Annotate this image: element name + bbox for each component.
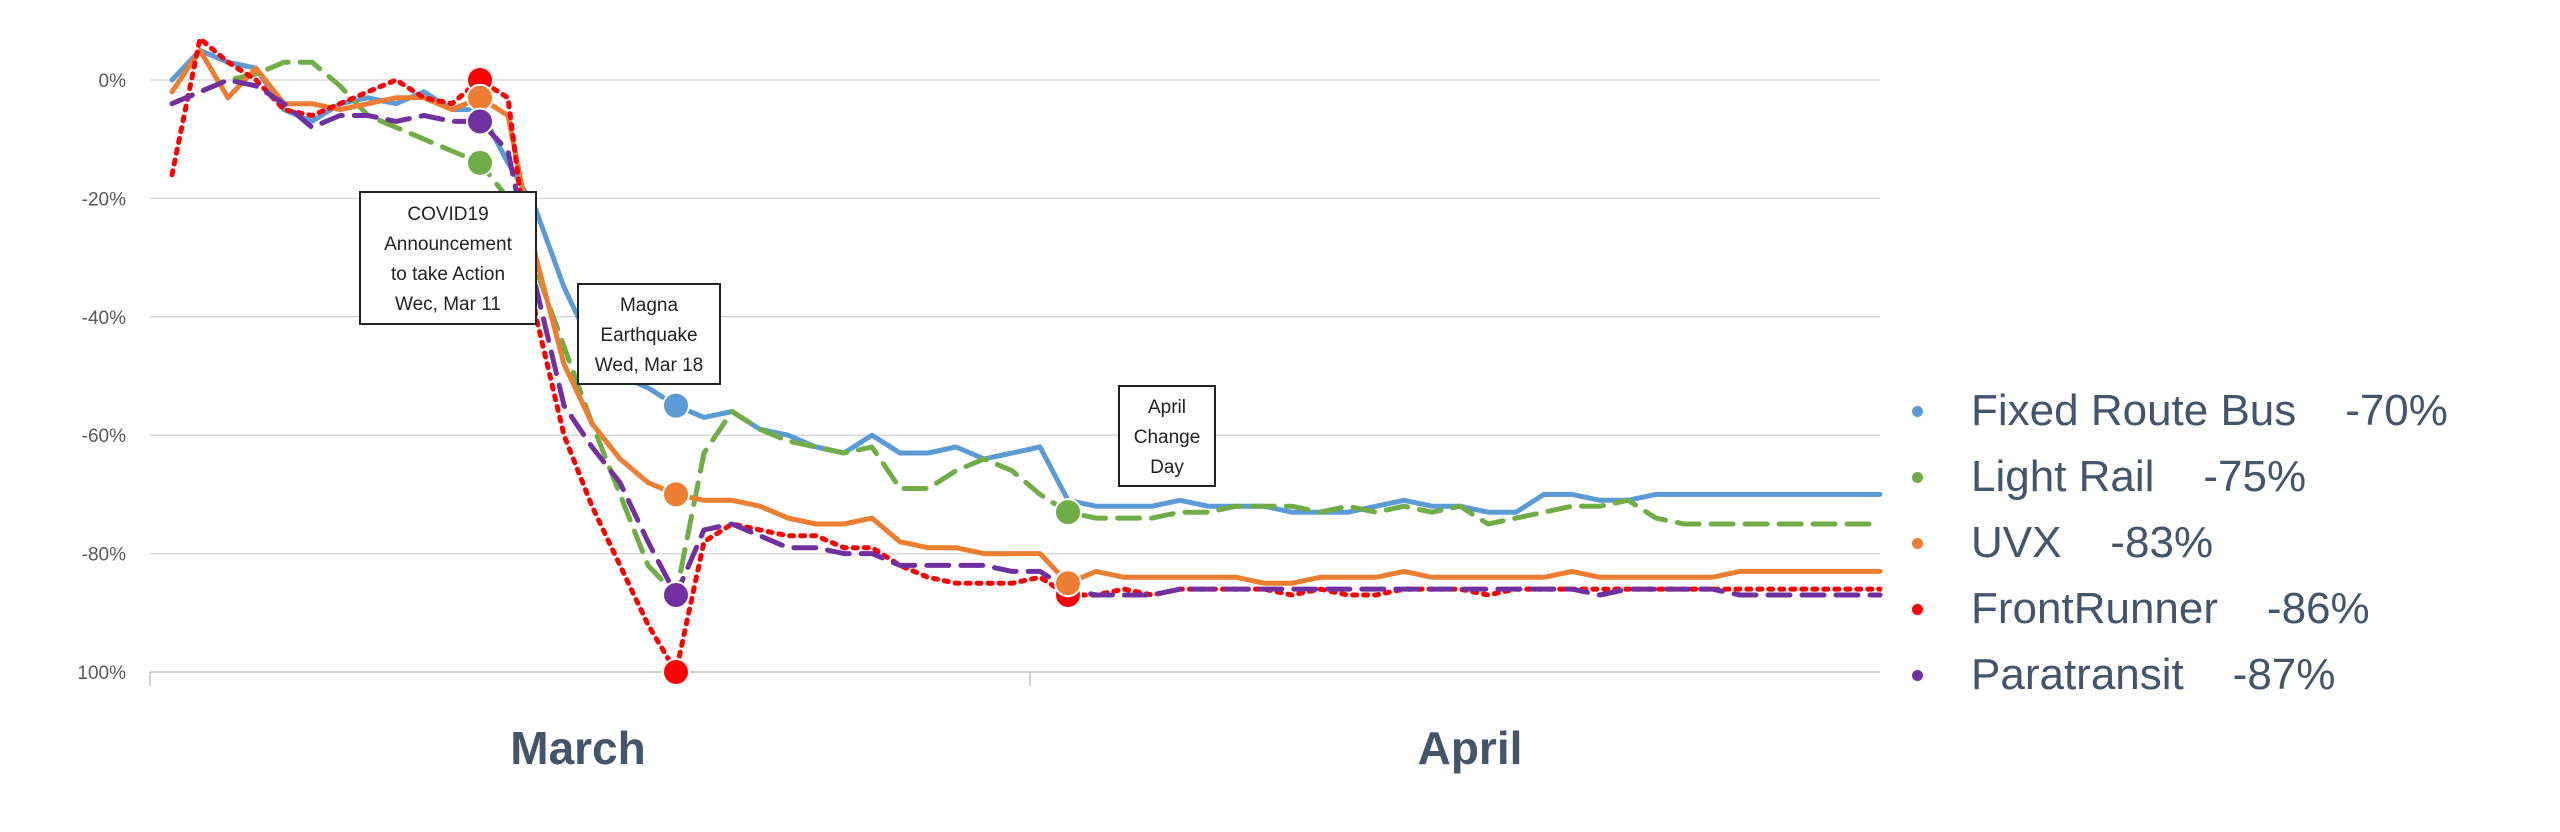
annotation-text: COVID19 xyxy=(407,204,488,225)
event-marker xyxy=(1054,498,1082,527)
legend-spacer xyxy=(2218,584,2267,634)
legend-entry: UVX -83% xyxy=(1900,510,2560,576)
legend-entry: Paratransit -87% xyxy=(1900,642,2560,708)
legend-bullet-icon xyxy=(1912,603,1923,615)
legend-series-change: -87% xyxy=(2232,650,2336,699)
chart-legend: Fixed Route Bus -70% Light Rail -75% UVX -… xyxy=(1900,378,2560,708)
annotation-text: Magna xyxy=(620,295,679,316)
event-marker xyxy=(662,658,690,686)
legend-series-change: -83% xyxy=(2110,518,2214,567)
event-marker xyxy=(1054,569,1082,598)
annotation-frame xyxy=(577,283,721,385)
event-marker xyxy=(662,480,690,509)
annotation-box: April Change Day xyxy=(1118,385,1216,487)
event-marker xyxy=(466,83,494,112)
legend-entry: Fixed Route Bus -70% xyxy=(1900,378,2560,444)
event-annotations: COVID19 Announcement to take Action Wec, Ma… xyxy=(359,191,1216,487)
y-tick-label: -40% xyxy=(82,308,126,329)
series-line-light-rail xyxy=(169,59,1883,598)
legend-bullet-icon xyxy=(1912,669,1923,681)
y-tick-label: -60% xyxy=(82,426,126,447)
month-label: April xyxy=(1418,722,1523,774)
annotation-text: Wed, Mar 18 xyxy=(595,355,703,376)
legend-bullet-icon xyxy=(1912,471,1923,483)
y-axis-ticks: 0% -20% -40% -60% -80% 100% xyxy=(77,71,126,684)
event-markers xyxy=(466,66,1082,686)
y-tick-label: 100% xyxy=(77,663,126,684)
annotation-text: Earthquake xyxy=(600,325,697,346)
legend-series-change: -75% xyxy=(2203,452,2307,501)
legend-bullet-icon xyxy=(1912,537,1923,549)
annotation-text: to take Action xyxy=(391,264,505,285)
series-line-uvx xyxy=(169,47,1883,586)
legend-bullet-icon xyxy=(1912,405,1923,417)
series-line-paratransit xyxy=(169,77,1883,598)
annotation-text: Day xyxy=(1150,457,1184,478)
annotation-text: April xyxy=(1148,397,1186,418)
annotation-box: Magna Earthquake Wed, Mar 18 xyxy=(577,283,721,385)
legend-spacer xyxy=(2154,452,2203,502)
legend-series-name: Light Rail xyxy=(1971,452,2155,501)
event-marker xyxy=(466,107,494,136)
legend-spacer xyxy=(2184,650,2233,700)
event-marker xyxy=(662,581,690,610)
annotation-text: Announcement xyxy=(384,234,513,255)
annotation-box: COVID19 Announcement to take Action Wec, Ma… xyxy=(359,191,537,325)
month-labels: March April xyxy=(510,722,1522,774)
x-axis xyxy=(149,672,1031,686)
legend-series-change: -70% xyxy=(2345,386,2448,435)
annotation-frame xyxy=(1118,385,1216,487)
y-tick-label: 0% xyxy=(99,71,127,92)
series-lines xyxy=(169,36,1883,675)
legend-series-name: Paratransit xyxy=(1971,650,2184,699)
annotation-text: Wec, Mar 11 xyxy=(395,294,501,315)
legend-spacer xyxy=(2296,386,2345,436)
y-tick-label: -80% xyxy=(82,545,126,566)
legend-series-name: UVX xyxy=(1971,518,2062,567)
annotation-frame xyxy=(359,191,537,325)
event-marker xyxy=(662,391,690,420)
legend-entry: Light Rail -75% xyxy=(1900,444,2560,510)
annotation-text: Change xyxy=(1134,427,1201,448)
legend-series-name: FrontRunner xyxy=(1971,584,2219,633)
legend-entry: FrontRunner -86% xyxy=(1900,576,2560,642)
event-marker xyxy=(466,148,494,177)
month-label: March xyxy=(510,722,645,774)
legend-series-change: -86% xyxy=(2266,584,2370,633)
ridership-chart: 0% -20% -40% -60% -80% 100% COVID19 Announceme… xyxy=(77,36,1883,774)
legend-series-name: Fixed Route Bus xyxy=(1971,386,2297,435)
y-tick-label: -20% xyxy=(82,189,126,210)
series-line-frontrunner xyxy=(169,36,1883,675)
legend-spacer xyxy=(2061,518,2110,568)
